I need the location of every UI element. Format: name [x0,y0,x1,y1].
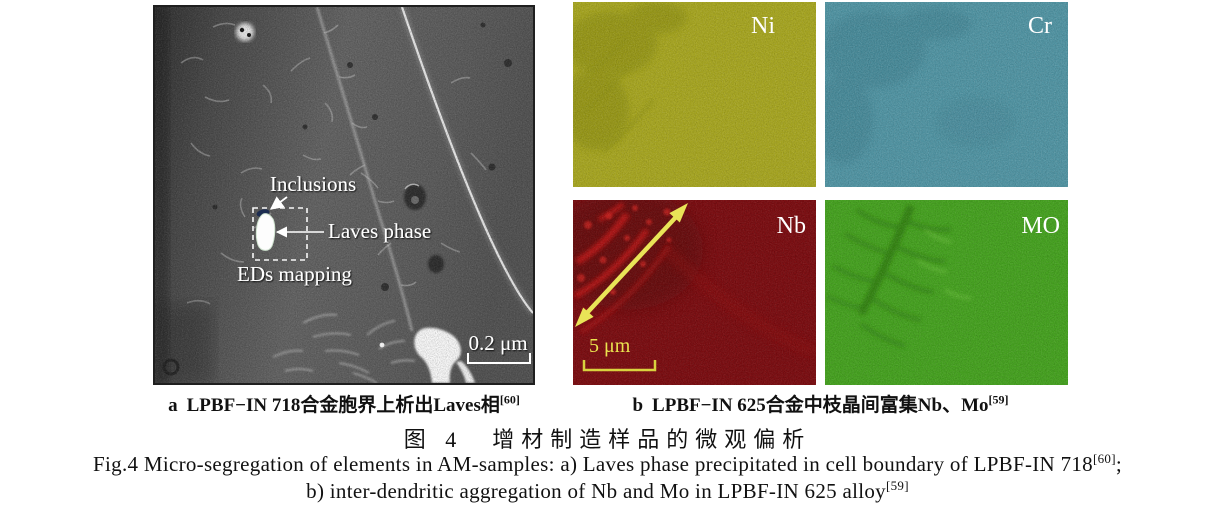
panel-a-label: a [168,395,178,416]
panel-a-caption-text: LPBF−IN 718合金胞界上析出Laves相 [186,395,500,416]
figure-caption-english-line1: Fig.4 Micro-segregation of elements in A… [0,451,1215,477]
annotation-laves-phase: Laves phase [328,219,431,243]
eds-map-nb: 5 μm Nb [573,200,816,385]
scale-bar-label-b: 5 μm [589,335,631,357]
sem-frame [153,5,535,385]
annotation-eds-mapping: EDs mapping [237,262,352,286]
caption-en-line1-text: Fig.4 Micro-segregation of elements in A… [93,452,1093,476]
annotation-inclusions: Inclusions [270,172,356,196]
caption-en-line2-text: b) inter-dendritic aggregation of Nb and… [306,479,886,503]
panel-b-label: b [632,395,644,416]
panel-b-caption-text: LPBF−IN 625合金中枝晶间富集Nb、Mo [652,395,989,416]
dendrite-growth-arrow [575,203,688,327]
sem-texture [153,5,535,385]
figure-caption-english-line2: b) inter-dendritic aggregation of Nb and… [0,478,1215,504]
caption-panel-b: b LPBF−IN 625合金中枝晶间富集Nb、Mo[59] [563,390,1078,417]
laves-phase-particle [255,213,276,251]
eds-map-mo: MO [825,200,1068,385]
panel-b-citation: [59] [988,392,1009,407]
mo-map-texture [825,200,1068,385]
nb-map-texture [573,200,816,385]
caption-en-line1-tail: ; [1115,452,1122,476]
caption-panel-a: a LPBF−IN 718合金胞界上析出Laves相[60] [153,390,535,417]
eds-map-ni: Ni [573,2,816,187]
cr-map-texture [825,2,1068,187]
scale-bar-label-a: 0.2 μm [468,331,527,355]
figure-caption-chinese: 图 4 增材制造样品的微观偏析 [403,427,812,452]
ni-map-texture [573,2,816,187]
inclusions-arrow [269,196,288,210]
cr-map-label: Cr [1028,13,1052,39]
eds-map-cr: Cr [825,2,1068,187]
ni-map-label: Ni [751,13,775,39]
mo-map-label: MO [1021,213,1060,239]
scale-bar-bracket-b [582,360,657,372]
nb-map-label: Nb [777,213,806,239]
sem-micrograph-panel-a: Inclusions Laves phase EDs mapping 0.2 μ… [153,5,535,385]
scale-bar-bracket-a [467,353,531,364]
caption-en-line1-citation: [60] [1092,451,1116,466]
panel-a-citation: [60] [499,392,520,407]
caption-en-line2-citation: [59] [885,478,909,493]
